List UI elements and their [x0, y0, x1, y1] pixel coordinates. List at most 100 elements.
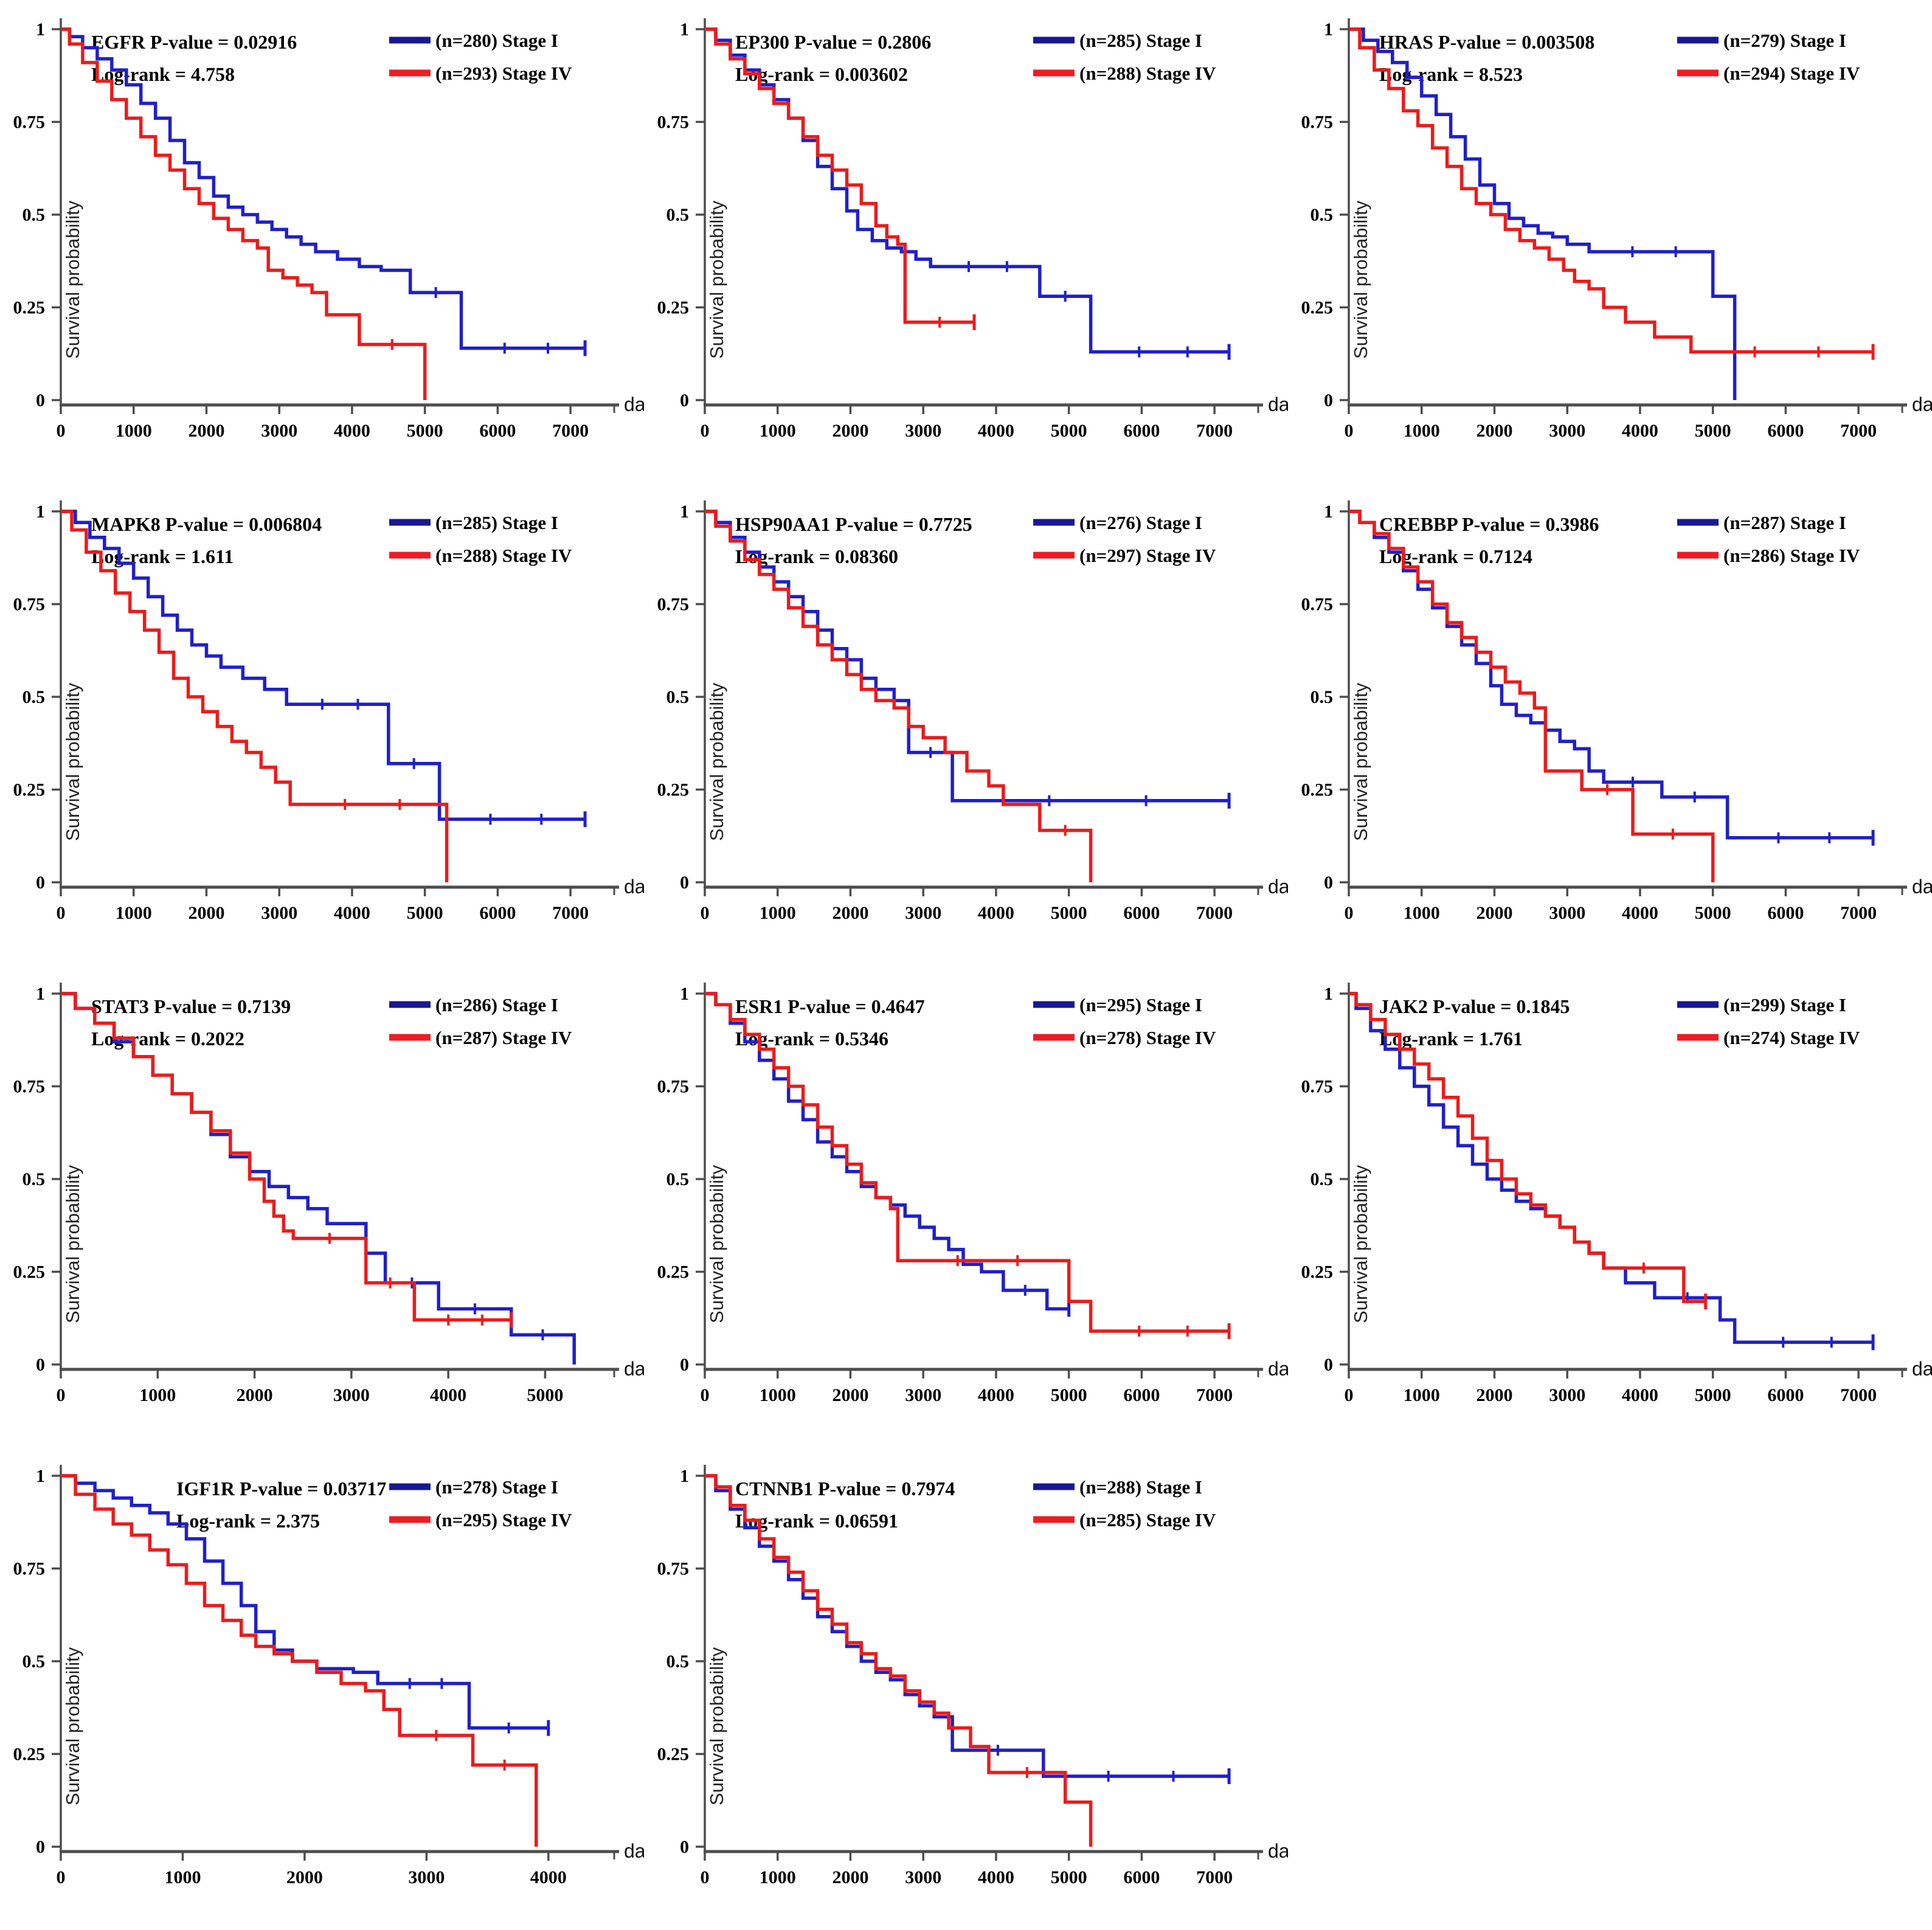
- y-axis-label: Survival probability: [706, 200, 727, 359]
- x-tick-label: 6000: [1123, 1385, 1160, 1405]
- x-tick-label: 2000: [832, 1867, 868, 1887]
- x-tick-label: 4000: [334, 421, 370, 441]
- x-tick-label: 4000: [1622, 1385, 1658, 1405]
- km-chart-egfr: 0 0.25 0.5 0.75 1 0 1000 2000 3000 4000 5000 6000 70…: [13, 18, 644, 441]
- y-tick-label: 0.75: [657, 595, 690, 615]
- km-panel-hras: 0 0.25 0.5 0.75 1 0 1000 2000 3000 4000 5000 6000 70…: [1288, 0, 1932, 482]
- y-tick-label: 0: [36, 1355, 45, 1375]
- y-tick-label: 0.25: [13, 298, 46, 318]
- x-tick-label: 5000: [407, 421, 443, 441]
- km-chart-jak2: 0 0.25 0.5 0.75 1 0 1000 2000 3000 4000 5000 6000 70…: [1301, 983, 1932, 1405]
- stage-i-curve: [61, 510, 586, 821]
- km-panel-esr1: 0 0.25 0.5 0.75 1 0 1000 2000 3000 4000 5000 6000 70…: [644, 964, 1288, 1447]
- x-axis-label: days: [1268, 393, 1288, 415]
- legend-label-stage-i: (n=276) Stage I: [1079, 512, 1202, 533]
- x-tick-label: 1000: [760, 1867, 796, 1887]
- y-tick-label: 0: [680, 1837, 689, 1857]
- legend-label-stage-iv: (n=286) Stage IV: [1723, 545, 1860, 566]
- km-panel-stat3: 0 0.25 0.5 0.75 1 0 1000 2000 3000 4000 5000 days Su…: [0, 964, 644, 1447]
- y-tick-label: 0.5: [667, 1652, 690, 1672]
- y-axis-label: Survival probability: [62, 682, 83, 841]
- legend-label-stage-iv: (n=285) Stage IV: [1079, 1509, 1216, 1531]
- y-tick-label: 0.75: [657, 112, 690, 133]
- x-tick-label: 1000: [1404, 1385, 1440, 1405]
- y-tick-label: 0: [1324, 390, 1333, 410]
- x-tick-label: 7000: [1840, 1385, 1877, 1405]
- legend-label-stage-i: (n=285) Stage I: [1079, 30, 1202, 51]
- y-tick-label: 0.5: [667, 205, 690, 225]
- y-axis-label: Survival probability: [706, 1647, 727, 1805]
- y-tick-label: 1: [680, 19, 689, 40]
- x-tick-label: 0: [701, 1867, 710, 1887]
- x-tick-label: 5000: [527, 1385, 563, 1405]
- y-tick-label: 0.75: [13, 112, 46, 133]
- stage-i-curve: [1349, 992, 1874, 1344]
- stage-i-curve: [61, 27, 586, 350]
- y-tick-label: 0.5: [1311, 205, 1334, 225]
- x-tick-label: 1000: [139, 1385, 176, 1405]
- panel-title-pvalue: EGFR P-value = 0.02916: [91, 31, 297, 53]
- x-tick-label: 7000: [1840, 903, 1877, 923]
- y-tick-label: 0.5: [667, 687, 690, 707]
- x-tick-label: 4000: [978, 903, 1014, 923]
- legend-label-stage-iv: (n=287) Stage IV: [435, 1027, 572, 1048]
- y-tick-label: 0: [680, 390, 689, 410]
- stage-i-curve: [705, 1474, 1230, 1778]
- x-tick-label: 3000: [1549, 903, 1585, 923]
- x-tick-label: 4000: [978, 421, 1014, 441]
- x-tick-label: 0: [1345, 903, 1354, 923]
- panel-title-pvalue: MAPK8 P-value = 0.006804: [91, 513, 322, 535]
- y-tick-label: 0.25: [657, 1262, 690, 1282]
- panel-title-logrank: Log-rank = 0.06591: [735, 1510, 898, 1532]
- km-panel-ep300: 0 0.25 0.5 0.75 1 0 1000 2000 3000 4000 5000 6000 70…: [644, 0, 1288, 482]
- y-tick-label: 0.5: [1311, 687, 1334, 707]
- x-tick-label: 1000: [760, 1385, 796, 1405]
- x-tick-label: 0: [701, 421, 710, 441]
- x-tick-label: 4000: [430, 1385, 466, 1405]
- y-tick-label: 0.5: [1311, 1169, 1334, 1189]
- x-tick-label: 0: [1345, 421, 1354, 441]
- y-tick-label: 0.5: [667, 1169, 690, 1189]
- legend-label-stage-i: (n=287) Stage I: [1723, 512, 1846, 533]
- x-tick-label: 5000: [1695, 1385, 1731, 1405]
- y-tick-label: 0.75: [1301, 595, 1334, 615]
- y-tick-label: 0.75: [13, 1559, 46, 1579]
- x-tick-label: 2000: [1476, 903, 1512, 923]
- x-tick-label: 1000: [116, 903, 152, 923]
- x-tick-label: 4000: [978, 1867, 1014, 1887]
- legend-label-stage-iv: (n=293) Stage IV: [435, 63, 572, 84]
- y-tick-label: 0.75: [13, 1077, 46, 1097]
- x-tick-label: 4000: [1622, 421, 1658, 441]
- legend-label-stage-iv: (n=288) Stage IV: [1079, 63, 1216, 84]
- x-tick-label: 7000: [552, 421, 589, 441]
- x-tick-label: 2000: [1476, 1385, 1512, 1405]
- y-axis-label: Survival probability: [62, 200, 83, 359]
- y-tick-label: 0.5: [23, 1169, 46, 1189]
- x-axis-label: days: [1912, 876, 1932, 898]
- km-panel-igf1r: 0 0.25 0.5 0.75 1 0 1000 2000 3000 4000 days Surviv…: [0, 1447, 644, 1929]
- y-tick-label: 0.75: [1301, 1077, 1334, 1097]
- stage-iv-curve: [705, 510, 1093, 882]
- panel-title-logrank: Log-rank = 1.761: [1379, 1028, 1523, 1050]
- panel-title-pvalue: JAK2 P-value = 0.1845: [1379, 995, 1570, 1017]
- y-tick-label: 0.5: [23, 687, 46, 707]
- legend-label-stage-i: (n=279) Stage I: [1723, 30, 1846, 51]
- x-tick-label: 0: [57, 421, 66, 441]
- x-tick-label: 2000: [832, 421, 868, 441]
- x-axis-label: days: [1912, 1358, 1932, 1380]
- x-tick-label: 2000: [237, 1385, 273, 1405]
- y-tick-label: 0: [36, 873, 45, 893]
- x-axis-label: days: [1268, 876, 1288, 898]
- y-tick-label: 1: [680, 502, 689, 522]
- y-tick-label: 0: [680, 873, 689, 893]
- x-tick-label: 7000: [1196, 1867, 1233, 1887]
- x-axis-label: days: [1268, 1840, 1288, 1862]
- km-chart-ep300: 0 0.25 0.5 0.75 1 0 1000 2000 3000 4000 5000 6000 70…: [657, 18, 1288, 441]
- legend-label-stage-i: (n=295) Stage I: [1079, 994, 1202, 1015]
- x-tick-label: 3000: [333, 1385, 370, 1405]
- x-tick-label: 3000: [905, 1385, 941, 1405]
- y-tick-label: 1: [36, 502, 45, 522]
- x-tick-label: 5000: [1051, 903, 1087, 923]
- stage-iv-curve: [61, 992, 511, 1322]
- panel-title-pvalue: HRAS P-value = 0.003508: [1379, 31, 1594, 53]
